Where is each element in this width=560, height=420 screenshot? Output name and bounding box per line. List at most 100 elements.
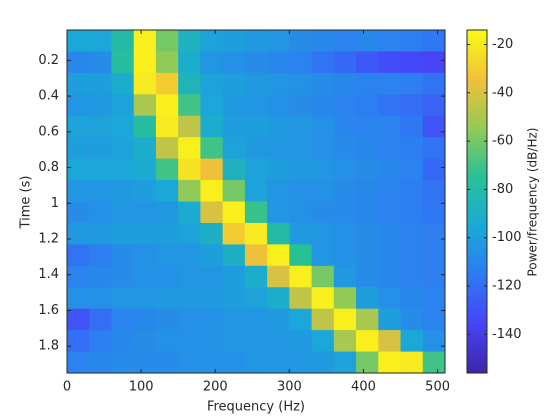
cell (289, 351, 313, 374)
colorbar-tick-label: -20 (492, 37, 513, 52)
cell (178, 30, 201, 52)
cell (244, 330, 268, 353)
cell (267, 72, 290, 95)
cell (178, 137, 201, 160)
cell (89, 51, 112, 74)
cell (89, 115, 112, 138)
cell (111, 265, 135, 288)
cell (89, 287, 112, 310)
cell (133, 201, 157, 224)
cell (311, 265, 335, 288)
cell (155, 287, 179, 310)
cell (378, 51, 402, 74)
x-tick-label: 300 (277, 380, 302, 395)
cell (422, 180, 446, 202)
cell (333, 244, 357, 267)
cell (200, 72, 224, 95)
cell (111, 222, 135, 245)
cell (178, 94, 201, 117)
cell (244, 72, 268, 95)
cell (200, 94, 224, 117)
cell (311, 72, 335, 95)
cell (356, 51, 379, 74)
cell (111, 201, 135, 224)
colorbar-tick-label: -100 (492, 230, 522, 245)
cell (89, 330, 112, 353)
cell (422, 244, 446, 267)
cell (67, 330, 90, 353)
cell (400, 137, 424, 160)
cell (311, 351, 335, 374)
cell (244, 351, 268, 374)
cell (333, 222, 357, 245)
cell (222, 244, 246, 267)
cell (67, 308, 90, 331)
cell (400, 222, 424, 245)
cell (155, 72, 179, 95)
cell (155, 180, 179, 202)
cell (111, 51, 135, 74)
cell (400, 265, 424, 288)
cell (356, 158, 379, 181)
cell (111, 180, 135, 202)
cell (311, 94, 335, 117)
cell (356, 115, 379, 138)
cell (378, 265, 402, 288)
cell (133, 158, 157, 181)
cell (133, 72, 157, 95)
cell (67, 222, 90, 245)
cell (356, 94, 379, 117)
cell (111, 115, 135, 138)
cell (289, 201, 313, 224)
cell (333, 115, 357, 138)
cell (155, 330, 179, 353)
cell (200, 244, 224, 267)
cell (311, 287, 335, 310)
cell (178, 222, 201, 245)
cell (333, 351, 357, 374)
cell (422, 94, 446, 117)
cell (311, 222, 335, 245)
cell (400, 94, 424, 117)
cell (178, 244, 201, 267)
colorbar-tick-label: -140 (492, 327, 522, 342)
cell (200, 330, 224, 353)
cell (267, 351, 290, 374)
cell (267, 115, 290, 138)
cell (244, 30, 268, 52)
cell (133, 30, 157, 52)
cell (378, 180, 402, 202)
cell (422, 201, 446, 224)
cell (356, 72, 379, 95)
cell (89, 244, 112, 267)
cell (155, 115, 179, 138)
cell (178, 351, 201, 374)
cell (378, 287, 402, 310)
cell (89, 201, 112, 224)
cell (400, 30, 424, 52)
cell (67, 94, 90, 117)
cell (289, 265, 313, 288)
cell (222, 180, 246, 202)
cell (267, 244, 290, 267)
cell (155, 351, 179, 374)
cell (311, 180, 335, 202)
cell (289, 180, 313, 202)
cell (378, 115, 402, 138)
cell (333, 137, 357, 160)
cell (155, 222, 179, 245)
cell (89, 222, 112, 245)
cell (333, 180, 357, 202)
cell (400, 244, 424, 267)
cell (222, 222, 246, 245)
cell (378, 94, 402, 117)
cell (400, 351, 424, 374)
cell (200, 265, 224, 288)
cell (378, 30, 402, 52)
plot-frame (66, 29, 446, 374)
cell (155, 30, 179, 52)
x-axis-label: Frequency (Hz) (207, 400, 305, 415)
x-tick-label: 500 (425, 380, 450, 395)
cell (111, 137, 135, 160)
